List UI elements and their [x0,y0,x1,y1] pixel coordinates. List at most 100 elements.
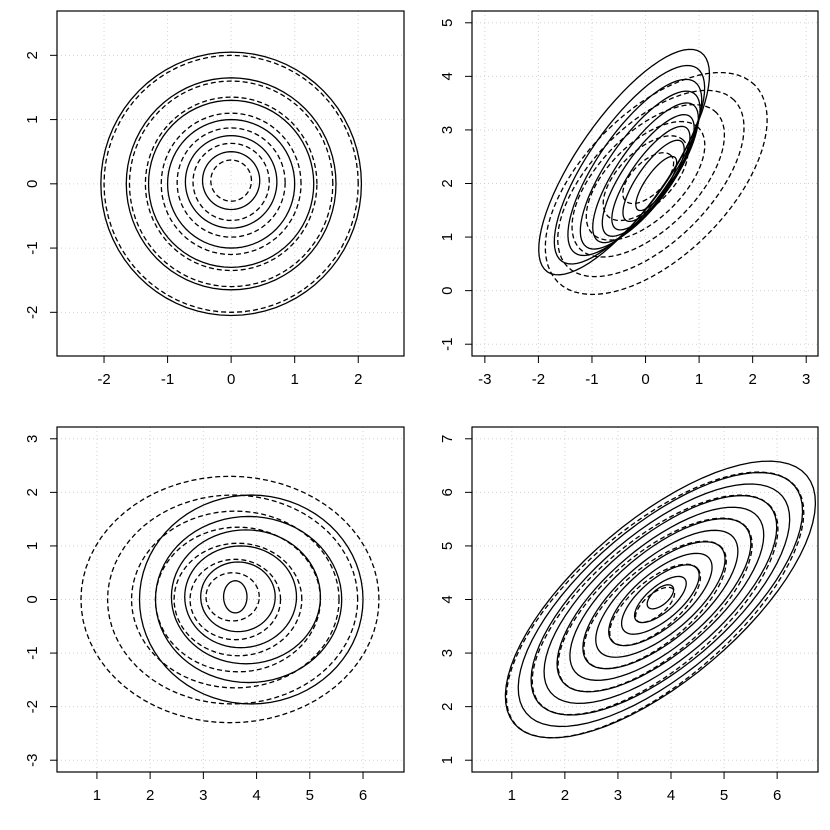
contour-line [601,114,695,237]
x-tick-label: 5 [306,787,314,804]
x-tick-label: 1 [291,371,299,388]
y-tick-label: -2 [24,306,41,319]
y-tick-label: 1 [24,115,41,123]
contour-line [571,103,726,258]
contour-line [595,541,726,658]
contour-line [170,529,322,665]
contour-line [100,51,363,317]
x-tick-label: 0 [227,371,235,388]
y-tick-label: 3 [439,126,456,134]
contour-line [634,586,676,624]
x-tick-label: -2 [532,371,545,388]
y-tick-label: 2 [439,702,456,710]
y-tick-label: -1 [24,646,41,659]
contour-line [130,510,340,689]
x-tick-label: 2 [354,371,362,388]
contour-line [622,139,685,223]
contour-line [154,526,322,673]
y-tick-label: -1 [24,241,41,254]
x-tick-label: 1 [93,787,101,804]
contour-line [611,125,691,231]
x-tick-label: -1 [585,371,598,388]
contour-line [505,471,805,739]
x-tick-label: 1 [695,371,703,388]
x-tick-label: 5 [720,787,728,804]
contour-line [585,120,706,241]
plot-frame [56,10,405,357]
x-tick-label: -2 [97,371,110,388]
x-tick-label: 6 [359,787,367,804]
contour-line [173,542,303,657]
x-tick-label: 3 [614,787,622,804]
contour-line [633,575,687,624]
contour-line [557,89,745,278]
contour-line [620,564,700,635]
contour-line [201,151,261,211]
contour-line [138,494,364,705]
y-tick-label: 5 [439,19,456,27]
contour-line [80,475,380,724]
x-tick-label: 4 [667,787,675,804]
contour-line [517,471,804,728]
contour-line [144,96,318,272]
x-tick-label: 6 [773,787,781,804]
contour-line [543,494,778,705]
y-tick-label: 2 [439,179,456,187]
contour-line [531,494,779,716]
x-tick-label: -1 [161,371,174,388]
contour-line [103,54,359,313]
contour-line [200,561,276,633]
contour-line [592,102,699,244]
contour-line [583,540,727,670]
contour-line [106,494,359,705]
y-tick-label: 7 [439,435,456,443]
y-tick-label: 6 [439,488,456,496]
contour-line [192,142,270,222]
contour-line [646,584,675,610]
y-tick-label: 2 [24,488,41,496]
contour-line [147,99,315,268]
contour-line [184,545,298,649]
x-tick-label: 1 [508,787,516,804]
y-tick-label: 2 [24,51,41,59]
contour-line [635,155,678,212]
x-tick-label: 2 [748,371,756,388]
y-tick-label: 0 [24,595,41,603]
contour-line [622,152,675,205]
x-tick-label: 0 [641,371,649,388]
x-tick-label: 2 [146,787,154,804]
contour-line [160,112,302,256]
contour-line [556,506,765,693]
contour-line [166,118,296,249]
contour-line [176,127,286,238]
y-tick-label: 3 [439,649,456,657]
contour-line [609,563,702,647]
y-tick-label: -1 [439,338,456,351]
x-tick-label: 4 [252,787,260,804]
y-tick-label: 1 [439,233,456,241]
contour-line [125,77,337,291]
contour-line [210,159,253,202]
contour-line [184,134,278,229]
contour-line [189,558,282,641]
contour-line [602,135,689,222]
plot-frame [471,426,819,773]
y-tick-label: 0 [24,180,41,188]
x-tick-label: -3 [478,371,491,388]
contour-line [544,71,768,296]
contour-line [205,572,260,622]
contour-line [567,78,703,257]
x-tick-label: 3 [802,371,810,388]
plot-frame [471,10,819,357]
contour-line [553,64,706,265]
y-tick-label: 1 [439,756,456,764]
contour-line [222,580,248,614]
x-tick-label: 3 [199,787,207,804]
y-tick-label: -2 [24,700,41,713]
x-tick-label: 2 [561,787,569,804]
y-tick-label: 5 [439,542,456,550]
y-tick-label: 3 [24,435,41,443]
y-tick-label: -3 [24,754,41,767]
contour-line [128,80,334,288]
